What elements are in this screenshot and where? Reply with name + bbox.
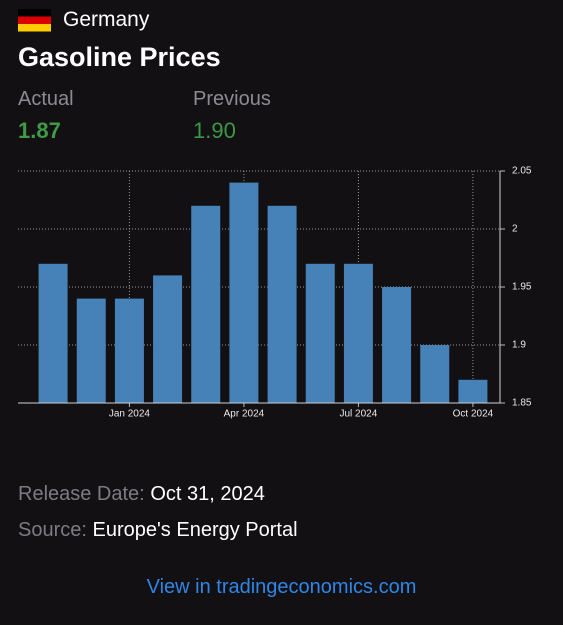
y-tick-label: 2.05 (512, 166, 532, 177)
x-tick-label: Apr 2024 (224, 409, 265, 420)
x-tick-label: Jan 2024 (109, 409, 151, 420)
chart: 1.85 1.9 1.95 2 2.05 Jan 2024 Apr 2024 Jul 2024… (18, 166, 532, 420)
flag-icon (18, 9, 51, 32)
source-label: Source: (18, 519, 87, 541)
previous-value: 1.90 (193, 118, 236, 143)
previous-label: Previous (193, 88, 271, 110)
bar (191, 205, 221, 403)
y-tick-label: 1.85 (512, 398, 532, 409)
release-label: Release Date: (18, 483, 145, 505)
page-title: Gasoline Prices (18, 42, 221, 72)
actual-label: Actual (18, 88, 74, 110)
bar (420, 345, 450, 403)
release-date: Oct 31, 2024 (150, 483, 265, 505)
release-row: Release Date: Oct 31, 2024 (18, 483, 265, 506)
external-link[interactable]: View in tradingeconomics.com (146, 576, 417, 598)
bar (38, 263, 68, 403)
y-tick-label: 1.9 (512, 340, 526, 351)
x-tick-label: Oct 2024 (453, 409, 494, 420)
x-tick-label: Jul 2024 (340, 409, 378, 420)
bar (229, 182, 259, 403)
bar (458, 379, 488, 403)
y-tick-label: 1.95 (512, 282, 532, 293)
country: Germany (63, 8, 150, 31)
bar (114, 298, 144, 403)
actual-value: 1.87 (18, 118, 61, 143)
bar (305, 263, 335, 403)
source: Europe's Energy Portal (92, 519, 298, 541)
bar (267, 205, 297, 403)
bar (382, 287, 412, 403)
bar (343, 263, 373, 403)
bar (153, 275, 183, 403)
source-row: Source: Europe's Energy Portal (18, 519, 298, 542)
bar (76, 298, 106, 403)
y-tick-label: 2 (512, 224, 518, 235)
